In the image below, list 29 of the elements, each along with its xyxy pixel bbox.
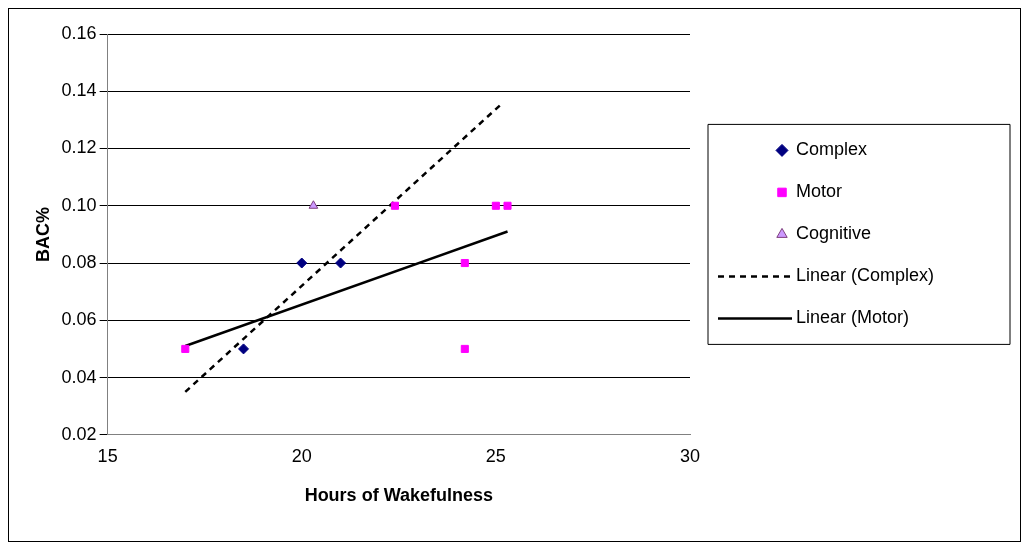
y-tick-label: 0.16 [61,22,97,43]
point [181,344,190,353]
y-tick-label: 0.14 [61,80,97,101]
legend-label: Cognitive [796,223,872,244]
x-tick-label: 15 [97,445,118,466]
legend-label: Linear (Motor) [796,307,910,328]
legend-label: Motor [796,181,843,202]
point [335,257,347,269]
point [308,200,319,209]
legend-label: Complex [796,139,868,160]
legend-label: Linear (Complex) [796,265,935,286]
y-tick-label: 0.06 [61,309,97,330]
point [460,258,469,268]
x-tick-label: 25 [485,445,506,466]
y-axis-title: BAC% [32,206,53,262]
x-tick-label: 30 [679,445,701,466]
y-tick-label: 0.10 [61,194,97,215]
point [296,257,308,269]
point [238,343,250,355]
y-tick-label: 0.08 [61,252,97,272]
x-tick-label: 20 [291,445,312,466]
point [491,201,500,210]
y-tick-label: 0.12 [61,137,97,158]
y-tick-label: 0.02 [61,423,97,444]
point [460,344,469,353]
y-tick-label: 0.04 [61,366,97,387]
point [390,201,399,210]
point [503,201,512,210]
x-axis-title: Hours of Wakefulness [304,485,493,506]
